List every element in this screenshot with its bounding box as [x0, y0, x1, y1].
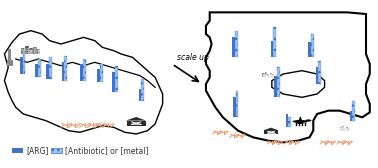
Ellipse shape	[305, 119, 311, 122]
Bar	[344, 128, 346, 131]
Ellipse shape	[293, 120, 308, 123]
Polygon shape	[126, 117, 146, 121]
Bar	[35, 64, 38, 77]
Bar	[51, 148, 62, 153]
Bar	[62, 62, 64, 81]
Bar	[316, 67, 318, 84]
Bar	[112, 72, 115, 92]
Bar	[233, 97, 235, 117]
Bar	[12, 148, 23, 153]
Bar	[232, 37, 235, 57]
Bar	[139, 89, 141, 101]
Bar	[271, 41, 273, 57]
Bar	[311, 34, 314, 57]
Text: scale up: scale up	[177, 53, 209, 62]
Bar	[342, 126, 344, 131]
Polygon shape	[263, 128, 278, 130]
Bar	[37, 49, 40, 54]
Bar	[273, 27, 276, 57]
Bar	[235, 31, 237, 57]
Bar	[141, 79, 144, 101]
Bar	[23, 51, 25, 74]
Bar	[64, 56, 67, 81]
Bar	[49, 57, 52, 79]
Bar	[350, 111, 352, 121]
Bar	[264, 130, 278, 134]
Bar	[20, 57, 23, 74]
Bar	[22, 48, 25, 54]
Bar	[25, 46, 29, 54]
Bar	[97, 69, 100, 82]
Bar	[348, 128, 350, 131]
Bar	[100, 64, 103, 82]
Bar	[33, 47, 37, 54]
Bar	[265, 72, 267, 77]
Text: [Antibiotic] or [metal]: [Antibiotic] or [metal]	[65, 146, 149, 155]
Polygon shape	[206, 12, 370, 142]
Bar	[286, 114, 288, 127]
Bar	[38, 59, 40, 77]
Bar	[8, 60, 13, 66]
Bar	[277, 67, 280, 97]
Bar	[29, 48, 33, 54]
Bar	[81, 64, 83, 81]
Bar	[235, 91, 238, 117]
Bar	[272, 74, 274, 77]
Text: [ARG]: [ARG]	[26, 146, 49, 155]
Bar	[346, 127, 348, 131]
Bar	[46, 64, 49, 79]
Bar	[262, 73, 265, 77]
Bar	[270, 73, 272, 77]
Bar	[308, 42, 311, 57]
Bar	[319, 61, 321, 84]
Bar	[352, 101, 355, 121]
Bar	[127, 121, 146, 126]
Bar	[340, 127, 342, 131]
Bar	[267, 74, 270, 77]
Bar	[274, 76, 277, 97]
Bar	[115, 66, 118, 92]
Bar	[8, 49, 11, 62]
Bar	[288, 117, 291, 127]
Polygon shape	[5, 31, 163, 134]
Bar	[83, 59, 86, 81]
Text: ♟: ♟	[296, 116, 304, 127]
Polygon shape	[272, 71, 325, 97]
